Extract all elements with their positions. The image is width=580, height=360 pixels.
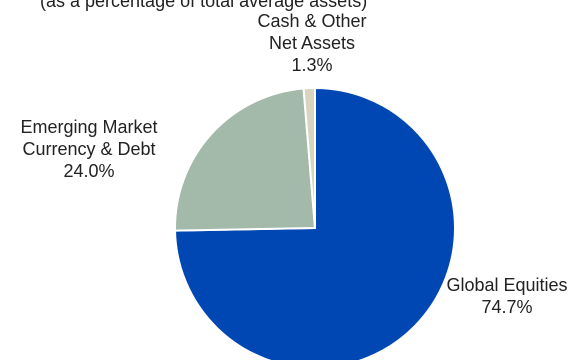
pie-slice-cash-other-net-assets (302, 86, 316, 229)
slice-name: Cash & Other Net Assets (247, 10, 377, 54)
slice-label-global-equities: Global Equities 74.7% (432, 274, 580, 318)
slice-name: Global Equities (446, 275, 568, 295)
slice-name-text: Cash & Other Net Assets (257, 11, 367, 53)
chart-subtitle: (as a percentage of total average assets… (40, 0, 368, 11)
slice-percent: 74.7% (481, 297, 533, 317)
slice-percent: 24.0% (63, 161, 115, 181)
slice-label-emerging-market: Emerging Market Currency & Debt 24.0% (0, 116, 178, 182)
slice-name-text: Emerging Market Currency & Debt (20, 117, 158, 159)
pie-slice-global-equities (174, 86, 456, 360)
slice-label-cash: Cash & Other Net Assets 1.3% (242, 10, 382, 76)
slice-name: Emerging Market Currency & Debt (4, 116, 174, 160)
pie-slice-emerging-market-currency-debt (174, 87, 317, 232)
slice-percent: 1.3% (291, 55, 333, 75)
